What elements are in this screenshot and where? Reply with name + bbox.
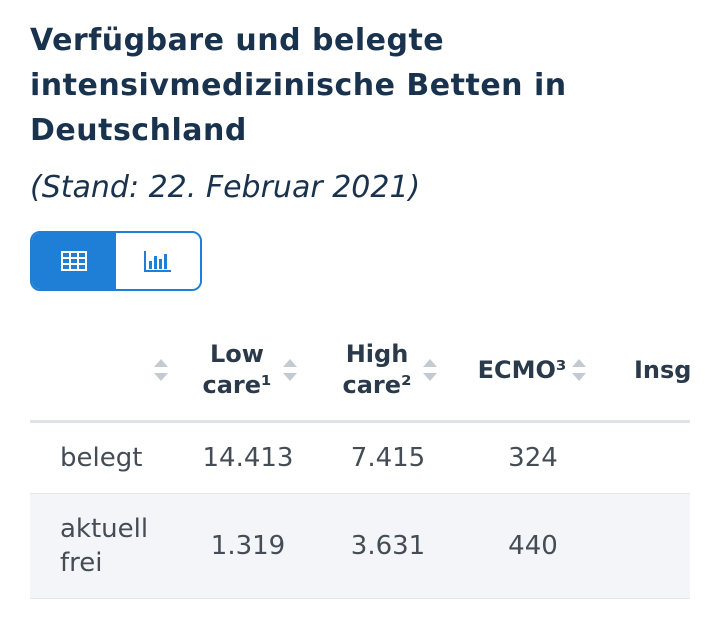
column-header-ecmo[interactable]: ECMO³	[458, 320, 608, 423]
cell-high-care: 3.631	[318, 493, 458, 599]
cell-low-care: 14.413	[178, 421, 318, 494]
row-label: aktuell frei	[30, 493, 178, 599]
table-icon	[61, 251, 87, 271]
cell-low-care: 1.319	[178, 493, 318, 599]
page-subtitle: (Stand: 22. Februar 2021)	[30, 170, 421, 205]
column-header-high-care[interactable]: High care²	[318, 320, 458, 423]
cell-ecmo: 440	[458, 493, 608, 599]
table-row-aktuell-frei: aktuell frei 1.319 3.631 440	[30, 493, 690, 599]
sort-icon	[283, 359, 297, 381]
table-row-belegt: belegt 14.413 7.415 324	[30, 421, 690, 494]
chart-view-button[interactable]	[116, 233, 200, 289]
beds-table-container[interactable]: Low care¹ High care²	[30, 320, 690, 600]
cell-insgesamt	[608, 421, 690, 494]
sort-icon	[572, 359, 587, 381]
cell-insgesamt	[608, 493, 690, 599]
column-header-label[interactable]	[30, 320, 178, 423]
cell-ecmo: 324	[458, 421, 608, 494]
row-label: belegt	[30, 421, 178, 494]
column-header-insgesamt[interactable]: Insgesamt	[608, 320, 690, 423]
table-view-button[interactable]	[32, 233, 116, 289]
page-title: Verfügbare und belegte intensivmedizinis…	[30, 23, 567, 148]
sort-icon	[154, 359, 168, 381]
table-header-row: Low care¹ High care²	[30, 320, 690, 423]
bar-chart-icon	[144, 251, 171, 272]
view-toggle	[30, 231, 202, 291]
cell-high-care: 7.415	[318, 421, 458, 494]
beds-table: Low care¹ High care²	[30, 320, 690, 599]
column-header-low-care[interactable]: Low care¹	[178, 320, 318, 423]
sort-icon	[423, 359, 437, 381]
